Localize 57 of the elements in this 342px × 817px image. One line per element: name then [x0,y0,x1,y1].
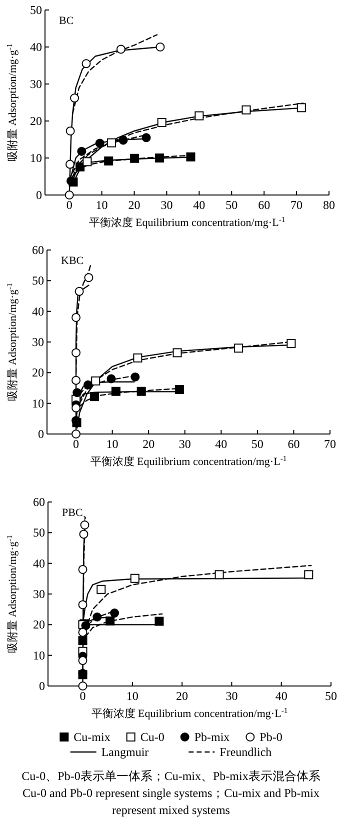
x-axis-title: 平衡浓度 Equilibrium concentration/mg·L$^{-1}$ [88,214,286,229]
y-tick-label: 0 [38,427,44,441]
x-tick-label: 50 [325,689,337,703]
y-tick-label: 20 [32,366,44,380]
x-tick-label: 30 [178,437,191,451]
x-tick-label: 20 [142,437,155,451]
y-tick-label: 40 [33,556,45,570]
y-tick-label: 10 [32,396,44,410]
x-tick-label: 80 [323,198,335,212]
x-tick-label: 10 [106,437,118,451]
y-tick-label: 10 [30,151,42,165]
legend-label: Cu-0 [140,730,164,744]
y-tick-label: 40 [32,304,44,318]
x-tick-label: 40 [215,437,228,451]
text: Cu-0 and Pb-0 represent single systems；Cu-mix and Pb-mix represent mixed systems [22,786,320,817]
x-tick-label: 70 [324,437,336,451]
y-tick-label: 60 [33,495,45,509]
y-tick-label: 40 [30,40,42,54]
x-tick-label: 10 [126,689,138,703]
legend-label: Pb-0 [260,730,282,744]
x-tick-label: 40 [275,689,288,703]
x-tick-label: 50 [251,437,264,451]
chart-title: BC [59,15,74,27]
legend-label: Pb-mix [194,730,230,744]
x-tick-label: 0 [73,437,80,451]
x-tick-label: 20 [128,198,140,212]
legend-label: Langmuir [101,745,149,759]
x-tick-label: 50 [226,198,238,212]
text: Cu-0、Pb-0表示单一体系；Cu-mix、Pb-mix表示混合体系 [22,769,320,783]
x-axis-title: 平衡浓度 Equilibrium concentration/mg·L$^{-1}$ [90,454,287,468]
y-tick-label: 50 [32,274,44,288]
x-tick-label: 30 [226,689,238,703]
y-tick-label: 50 [33,526,45,540]
x-axis-title: 平衡浓度 Equilibrium concentration/mg·L$^{-1}$ [91,706,288,720]
x-tick-label: 30 [160,198,173,212]
y-tick-label: 20 [30,114,42,128]
x-tick-label: 60 [258,198,270,212]
x-tick-label: 0 [66,198,72,212]
x-tick-label: 20 [176,689,188,703]
x-tick-label: 40 [193,198,206,212]
y-tick-label: 20 [33,618,45,632]
y-tick-label: 30 [30,77,42,91]
y-tick-label: 50 [30,3,42,17]
y-tick-label: 60 [32,243,44,257]
y-tick-label: 0 [36,188,42,202]
x-tick-label: 70 [290,198,303,212]
y-tick-label: 30 [32,335,44,349]
y-tick-label: 10 [33,648,45,662]
y-tick-label: 30 [33,587,45,601]
y-tick-label: 0 [39,679,45,693]
legend-label: Freundlich [220,745,272,759]
x-tick-label: 0 [80,689,86,703]
text: PBC$_{1}$ [62,507,87,522]
x-tick-label: 60 [288,437,300,451]
text: KBC [61,255,84,267]
legend-label: Cu-mix [74,730,110,744]
x-tick-label: 10 [96,198,108,212]
